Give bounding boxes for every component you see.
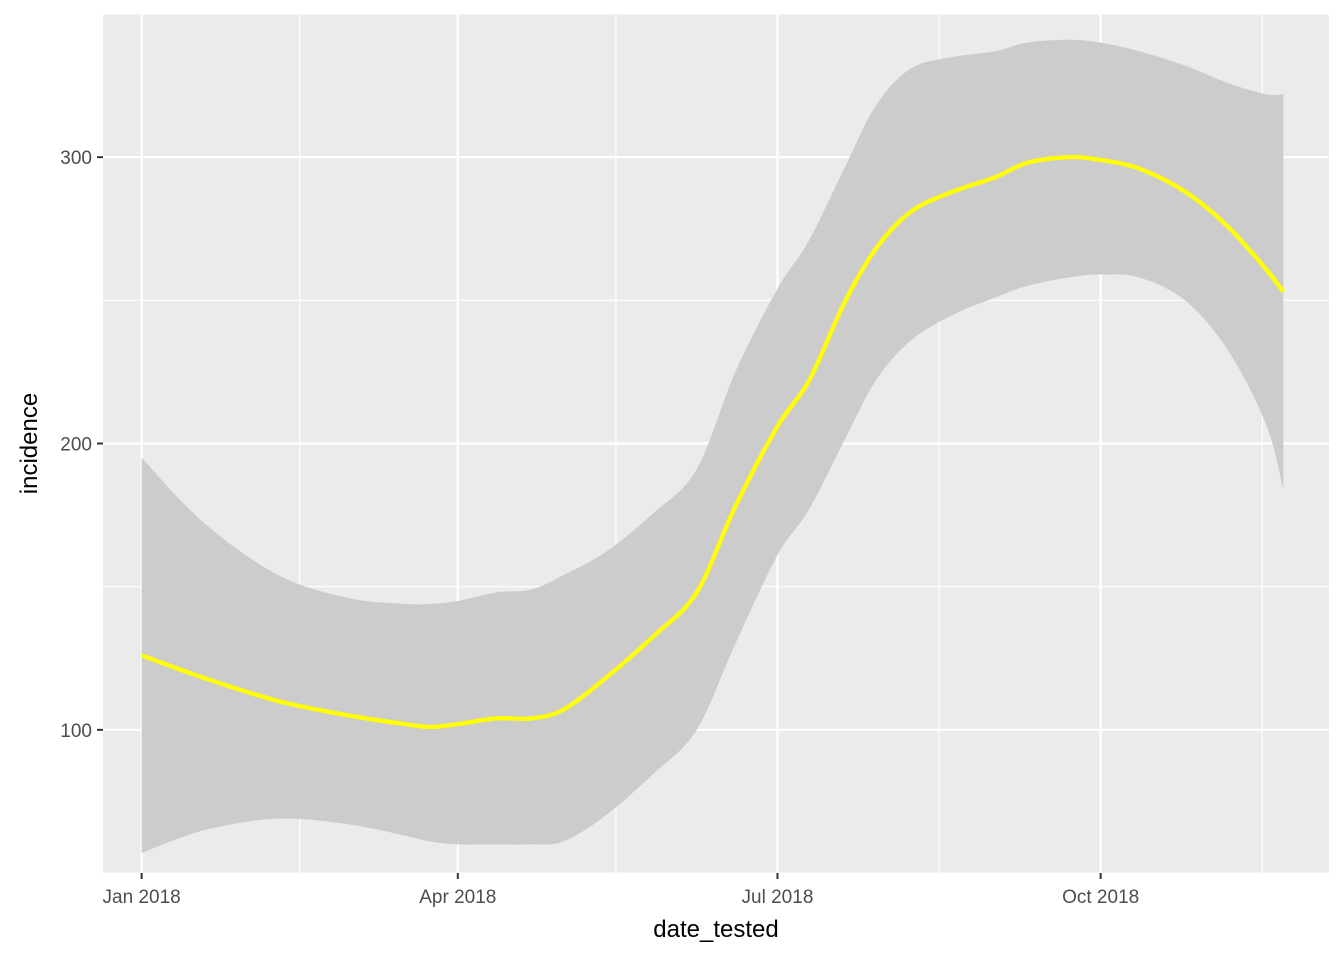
smoothed-lines (140, 154, 1286, 730)
confidence-band (141, 39, 1284, 853)
x-tick-label-3: Oct 2018 (1062, 887, 1139, 908)
smooth-line-0 (140, 154, 1286, 730)
y-axis-tick-labels: 100 200 300 (60, 148, 92, 742)
y-tick-label-0: 100 (60, 721, 92, 742)
y-tick-label-1: 200 (60, 435, 92, 456)
y-axis-title: incidence (16, 393, 43, 494)
x-axis-tick-labels: Jan 2018 Apr 2018 Jul 2018 Oct 2018 (103, 887, 1140, 908)
x-tick-label-1: Apr 2018 (419, 887, 496, 908)
confidence-ribbon-0 (141, 39, 1284, 853)
axis-ticks (97, 156, 1102, 879)
x-axis-title: date_tested (653, 916, 778, 943)
x-tick-label-2: Jul 2018 (742, 887, 814, 908)
y-tick-label-2: 300 (60, 148, 92, 169)
x-tick-label-0: Jan 2018 (103, 887, 181, 908)
